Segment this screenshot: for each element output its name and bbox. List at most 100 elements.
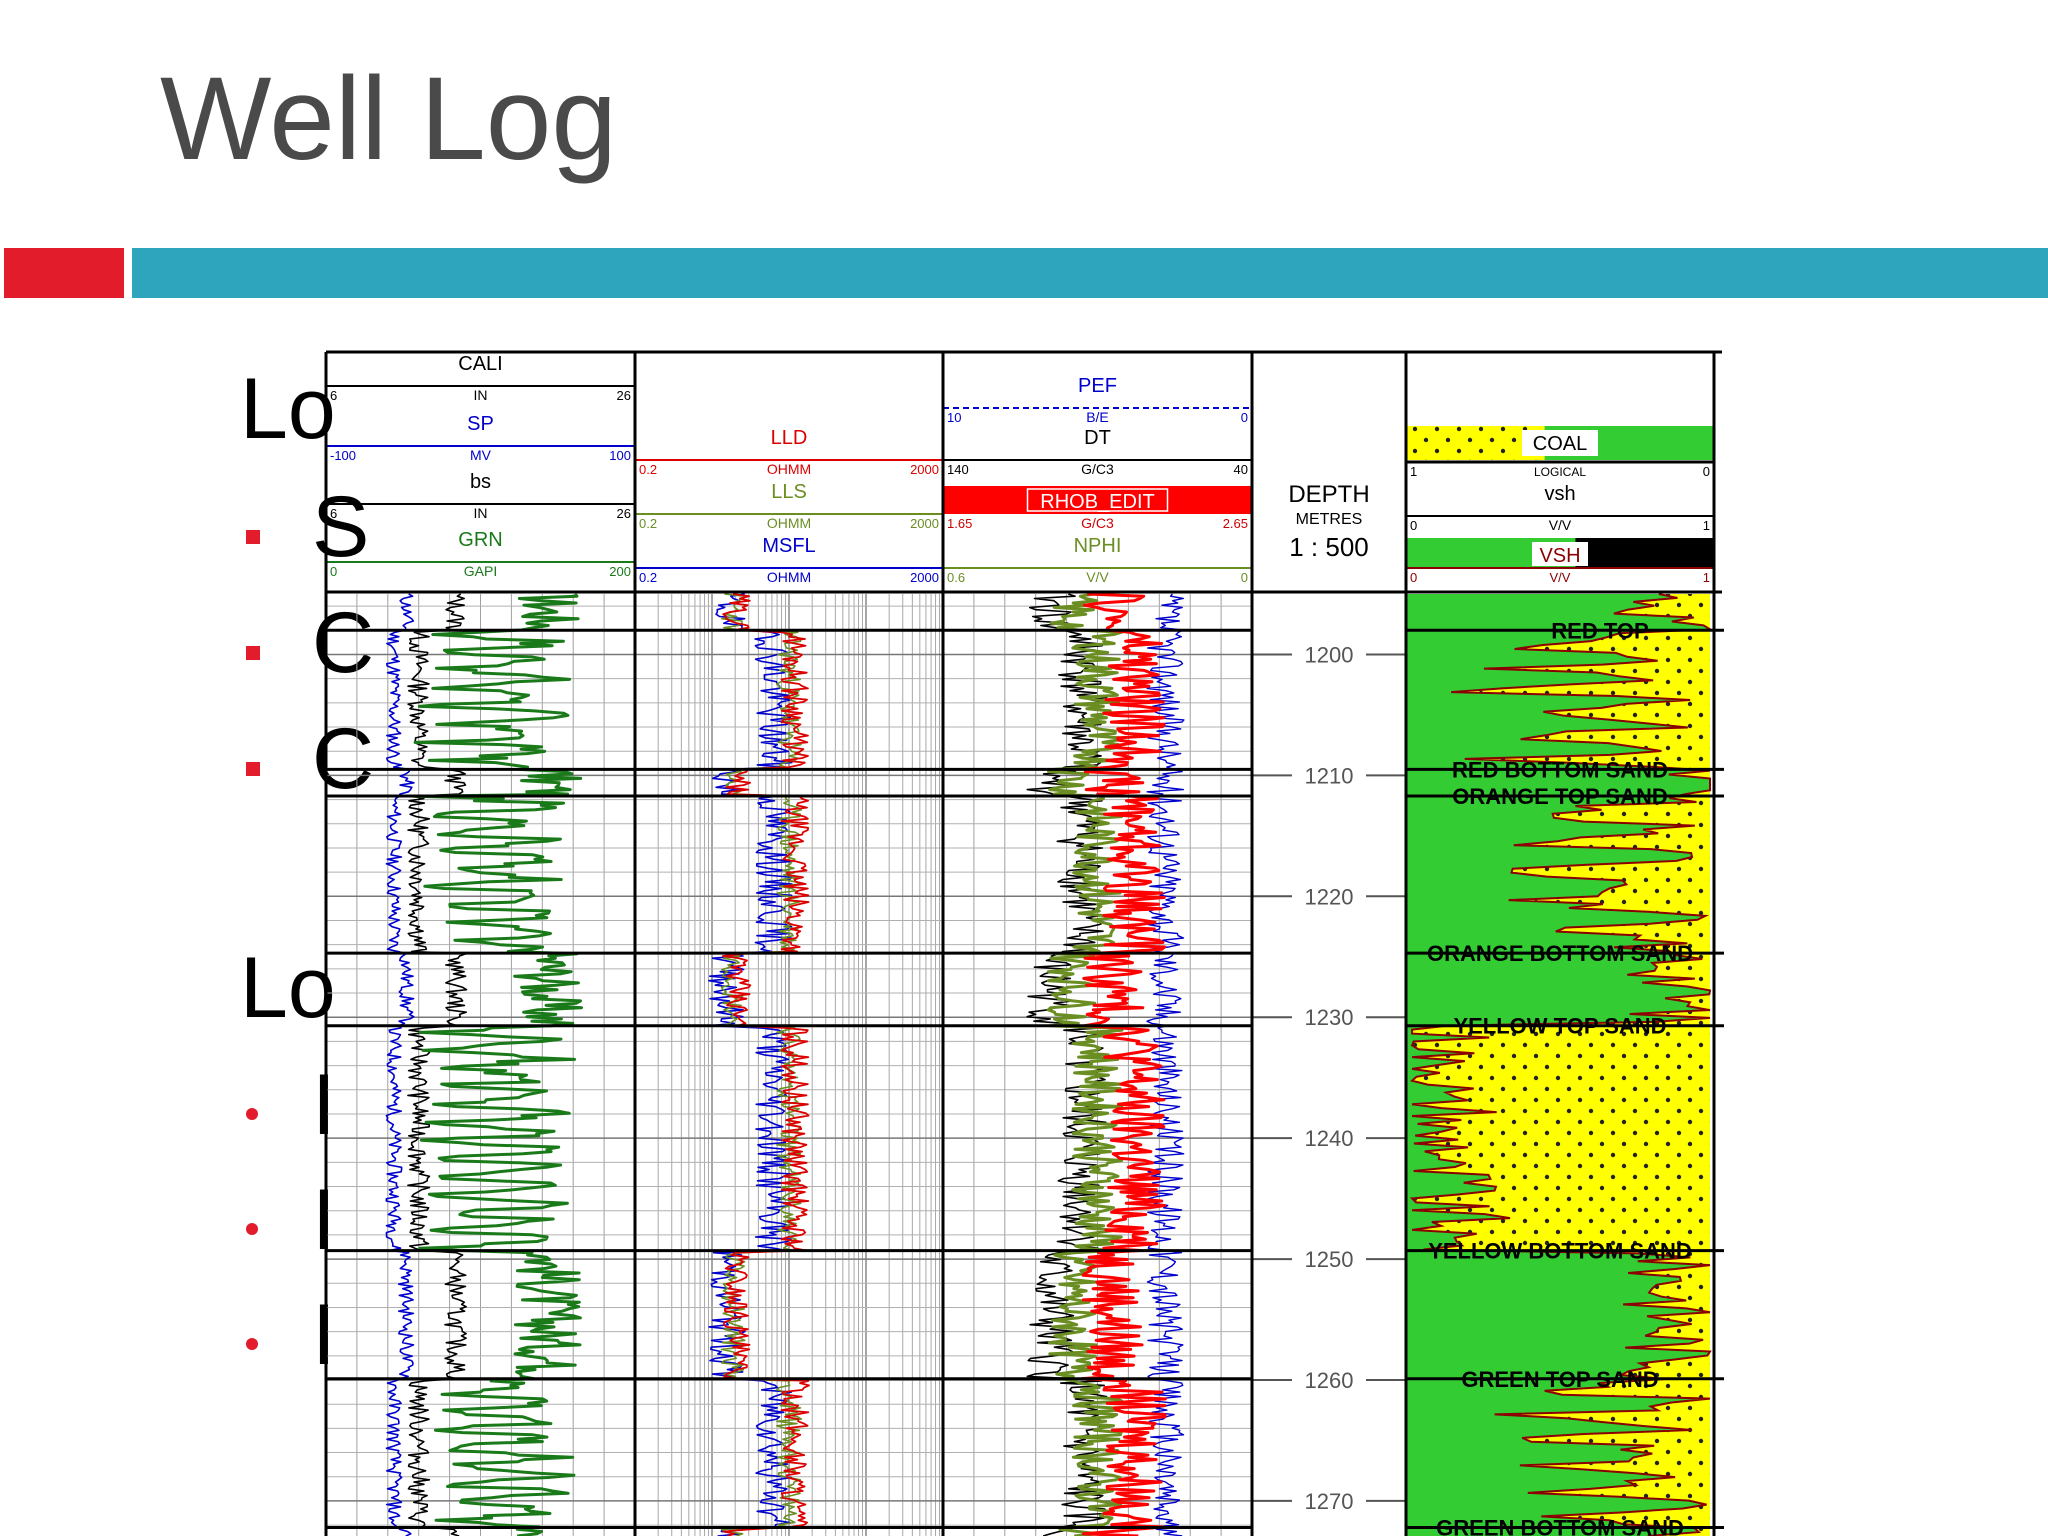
formation-top-label: RED TOP xyxy=(1551,618,1648,643)
depth-label: 1250 xyxy=(1305,1247,1354,1272)
curve-unit: OHMM xyxy=(767,461,811,477)
curve-unit: B/E xyxy=(1086,409,1109,425)
curve-name: NPHI xyxy=(1074,535,1122,557)
curve-max: 2000 xyxy=(910,462,939,477)
curve-unit: OHMM xyxy=(767,569,811,585)
curve-max: 200 xyxy=(609,564,631,579)
curve-unit: G/C3 xyxy=(1081,461,1114,477)
formation-top-label: RED BOTTOM SAND xyxy=(1452,757,1668,782)
curve-min: 10 xyxy=(947,410,961,425)
title-accent-bar-red xyxy=(4,248,124,298)
curve-unit: MV xyxy=(470,447,492,463)
bullet-text-fragment: S xyxy=(312,479,370,575)
bullet-text-fragment: I xyxy=(312,1287,336,1383)
formation-top-label: YELLOW TOP SAND xyxy=(1453,1014,1666,1039)
curve-SP xyxy=(385,593,415,1536)
curve-min: 0.2 xyxy=(639,570,657,585)
curve-max: 0 xyxy=(1703,464,1710,479)
curve-max: 26 xyxy=(617,506,631,521)
depth-header: DEPTH xyxy=(1288,481,1369,508)
bullet-marker xyxy=(246,762,260,776)
shale-fill xyxy=(1406,594,1710,1536)
curve-name: CALI xyxy=(458,353,502,375)
depth-label: 1210 xyxy=(1305,763,1354,788)
curve-name: MSFL xyxy=(762,535,815,557)
curve-unit: IN xyxy=(474,387,488,403)
curve-max: 2000 xyxy=(910,516,939,531)
curve-unit: IN xyxy=(474,505,488,521)
depth-label: 1240 xyxy=(1305,1126,1354,1151)
curve-name: LLD xyxy=(771,427,808,449)
heading-fragment: Lo xyxy=(240,940,336,1036)
depth-label: 1230 xyxy=(1305,1005,1354,1030)
curve-name: vsh xyxy=(1544,483,1575,505)
curve-max: 40 xyxy=(1234,462,1248,477)
curve-unit: V/V xyxy=(1550,570,1571,585)
vsh-header-coal xyxy=(1575,538,1714,568)
curve-unit: V/V xyxy=(1549,517,1572,533)
formation-top-label: ORANGE BOTTOM SAND xyxy=(1427,941,1693,966)
title-accent-bar-teal xyxy=(132,248,2048,298)
formation-top-label: GREEN TOP SAND xyxy=(1461,1367,1658,1392)
bullet-marker xyxy=(246,1223,258,1235)
curve-min: 6 xyxy=(330,506,337,521)
slide-title: Well Log xyxy=(160,53,617,185)
formation-top-label: GREEN BOTTOM SAND xyxy=(1436,1516,1684,1536)
curve-unit: OHMM xyxy=(767,515,811,531)
curve-unit: GAPI xyxy=(464,563,497,579)
curve-unit: LOGICAL xyxy=(1534,465,1586,479)
bullet-marker xyxy=(246,530,260,544)
curve-min: 0 xyxy=(1410,570,1417,585)
curve-unit: V/V xyxy=(1086,569,1109,585)
formation-top-label: YELLOW BOTTOM SAND xyxy=(1428,1239,1692,1264)
curve-max: 2.65 xyxy=(1223,516,1248,531)
curve-min: -100 xyxy=(330,448,356,463)
coal-header-dots xyxy=(1406,426,1545,460)
curve-name: VSH xyxy=(1539,545,1580,567)
curve-max: 100 xyxy=(609,448,631,463)
curve-max: 0 xyxy=(1241,570,1248,585)
curve-min: 0.2 xyxy=(639,516,657,531)
curve-min: 6 xyxy=(330,388,337,403)
curve-min: 0.6 xyxy=(947,570,965,585)
curve-MSFL xyxy=(708,593,793,1536)
bullet-text-fragment: I xyxy=(312,1057,336,1153)
curve-min: 0 xyxy=(1410,518,1417,533)
heading-fragment: Lo xyxy=(240,361,336,457)
coal-label-box xyxy=(1522,430,1598,456)
depth-label: 1270 xyxy=(1305,1489,1354,1514)
bullet-text-fragment: I xyxy=(312,1172,336,1268)
bullet-text-fragment: C xyxy=(312,595,375,691)
curve-unit: G/C3 xyxy=(1081,515,1114,531)
curve-min: 1.65 xyxy=(947,516,972,531)
rhob-header-band xyxy=(943,486,1252,514)
bullet-text-fragment: C xyxy=(312,711,375,807)
rhob-label-box xyxy=(1026,488,1169,512)
curve-name: SP xyxy=(467,413,494,435)
curve-name: DT xyxy=(1084,427,1111,449)
curve-min: 0.2 xyxy=(639,462,657,477)
depth-label: 1260 xyxy=(1305,1368,1354,1393)
depth-label: 1200 xyxy=(1305,642,1354,667)
curve-max: 0 xyxy=(1241,410,1248,425)
curve-name: COAL xyxy=(1533,433,1587,455)
curve-name: GRN xyxy=(458,529,502,551)
bullet-marker xyxy=(246,1338,258,1350)
curve-name: RHOB_EDIT xyxy=(1040,491,1154,513)
vsh-label-box xyxy=(1532,542,1588,566)
curve-max: 1 xyxy=(1703,570,1710,585)
curve-GRN xyxy=(412,592,583,1536)
curve-max: 26 xyxy=(617,388,631,403)
depth-unit: METRES xyxy=(1296,511,1363,528)
curve-min: 140 xyxy=(947,462,969,477)
depth-label: 1220 xyxy=(1305,884,1354,909)
curve-min: 1 xyxy=(1410,464,1417,479)
curve-min: 0 xyxy=(330,564,337,579)
formation-top-label: ORANGE TOP SAND xyxy=(1452,784,1668,809)
curve-name: bs xyxy=(470,471,491,493)
curve-name: PEF xyxy=(1078,375,1117,397)
curve-name: LLS xyxy=(771,481,807,503)
bullet-marker xyxy=(246,646,260,660)
curve-max: 1 xyxy=(1703,518,1710,533)
